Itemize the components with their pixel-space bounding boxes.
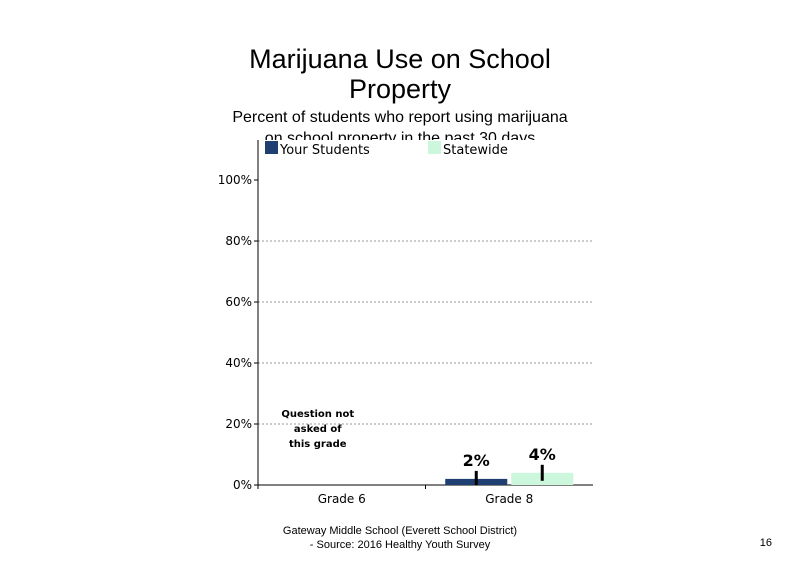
y-tick-label: 40% bbox=[225, 356, 252, 370]
y-tick-label: 20% bbox=[225, 417, 252, 431]
slide-number: 16 bbox=[759, 537, 772, 549]
chart-subtitle-line-1: Percent of students who report using mar… bbox=[232, 109, 568, 126]
legend-swatch bbox=[428, 141, 441, 154]
data-label: 2% bbox=[463, 451, 490, 470]
footer: Gateway Middle School (Everett School Di… bbox=[200, 524, 600, 552]
chart-subtitle-line-2: on school property in the past 30 days bbox=[264, 130, 536, 140]
legend-swatch bbox=[265, 141, 278, 154]
not-asked-note: Question not bbox=[281, 409, 354, 420]
x-category-label: Grade 8 bbox=[485, 492, 533, 506]
chart-title: Marijuana Use on School Property bbox=[200, 44, 600, 104]
chart-subtitle: Percent of students who report using mar… bbox=[200, 107, 600, 140]
footer-source-line-2: - Source: 2016 Healthy Youth Survey bbox=[309, 539, 491, 551]
not-asked-note: this grade bbox=[289, 439, 347, 450]
x-category-label: Grade 6 bbox=[318, 492, 366, 506]
legend-label: Your Students bbox=[279, 143, 370, 158]
y-tick-label: 100% bbox=[218, 173, 252, 187]
data-label: 4% bbox=[529, 445, 556, 464]
chart-title-line-2: Property bbox=[348, 74, 452, 104]
chart-title-line-1: Marijuana Use on School bbox=[249, 44, 551, 74]
y-tick-label: 0% bbox=[233, 478, 252, 492]
not-asked-note: asked of bbox=[294, 424, 342, 435]
footer-source-line-1: Gateway Middle School (Everett School Di… bbox=[282, 525, 518, 537]
y-tick-label: 80% bbox=[225, 234, 252, 248]
y-tick-label: 60% bbox=[225, 295, 252, 309]
legend-label: Statewide bbox=[443, 143, 508, 158]
